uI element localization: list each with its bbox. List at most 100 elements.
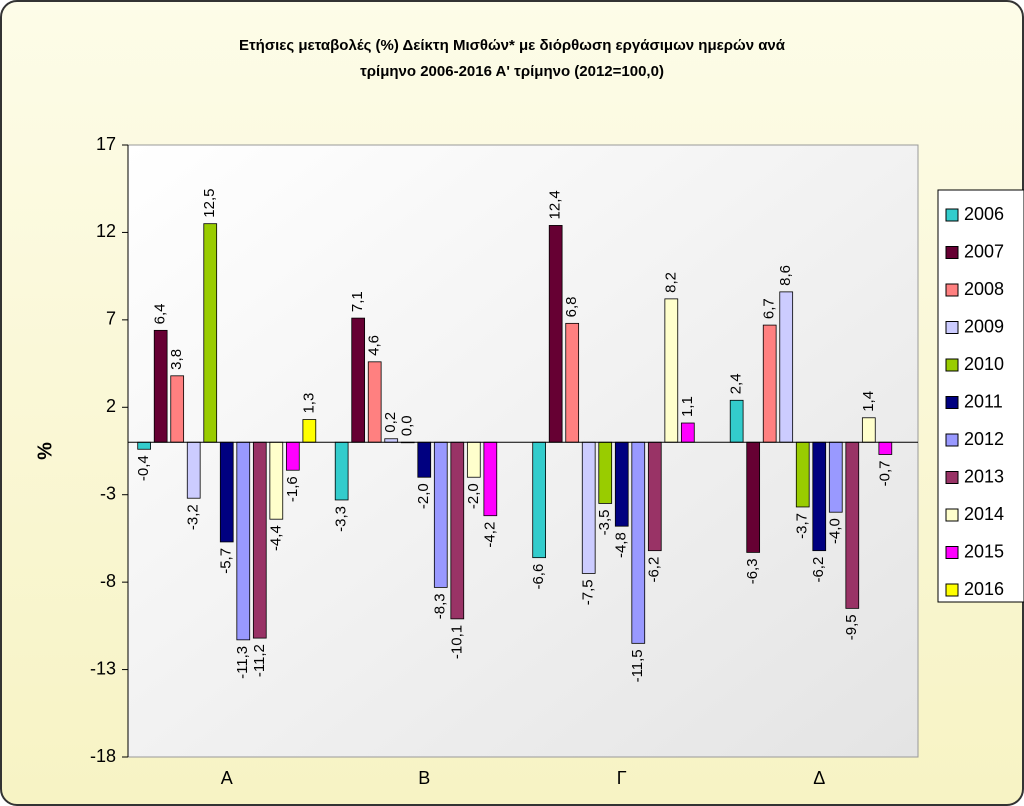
chart-title: τρίμηνο 2006-2016 Α' τρίμηνο (2012=100,0… [360, 63, 664, 80]
value-label: -2,0 [465, 483, 482, 509]
value-label: -4,0 [827, 518, 844, 544]
bar [137, 441, 152, 450]
bar [828, 441, 843, 513]
bar [351, 317, 366, 443]
y-axis-label: % [34, 442, 56, 460]
bar [302, 419, 317, 443]
y-tick-label: 2 [106, 396, 116, 416]
value-label: 1,4 [860, 391, 877, 412]
legend-swatch [945, 246, 959, 259]
value-label: 0,0 [399, 415, 416, 436]
bar [252, 441, 267, 639]
legend-swatch [945, 471, 959, 484]
bar [532, 441, 547, 559]
bar [466, 441, 481, 478]
x-tick-label: Β [418, 768, 430, 788]
value-label: 12,5 [201, 188, 218, 217]
value-label: -3,7 [794, 513, 811, 539]
value-label: -3,2 [185, 504, 202, 530]
bar [153, 329, 168, 443]
value-label: -6,6 [530, 564, 547, 590]
value-label: 6,4 [152, 303, 169, 324]
value-label: 2,4 [728, 373, 745, 394]
legend-label: 2007 [964, 241, 1004, 261]
bar [861, 417, 876, 443]
legend-label: 2011 [964, 391, 1003, 411]
bar [203, 223, 218, 443]
y-tick-label: -18 [90, 746, 116, 766]
value-label: 1,3 [300, 393, 317, 414]
bar [878, 441, 893, 455]
bar [483, 441, 498, 517]
value-label: -5,7 [218, 548, 235, 574]
value-label: -11,3 [234, 646, 251, 679]
value-label: -7,5 [580, 579, 597, 605]
y-tick-label: -3 [100, 483, 116, 503]
bar [236, 441, 251, 641]
bar [367, 361, 382, 443]
value-label: -4,4 [267, 525, 284, 551]
bar [762, 324, 777, 443]
value-label: 7,1 [349, 291, 366, 312]
value-label: 6,8 [563, 296, 580, 317]
value-label: -11,5 [629, 649, 646, 682]
value-label: -11,2 [251, 644, 268, 677]
value-label: -2,0 [415, 483, 432, 509]
bar [433, 441, 448, 588]
y-tick-label: -13 [90, 658, 116, 678]
bar [680, 422, 695, 443]
legend-label: 2010 [964, 354, 1004, 374]
legend-swatch [945, 546, 959, 559]
bar [548, 225, 563, 443]
legend-swatch [945, 433, 959, 447]
x-tick-label: Α [221, 768, 233, 788]
value-label: -1,6 [284, 476, 301, 502]
value-label: -6,3 [744, 558, 761, 584]
value-label: 12,4 [547, 190, 564, 219]
bar [598, 441, 613, 504]
bar [417, 441, 432, 478]
legend-swatch [945, 208, 959, 222]
bar [614, 441, 629, 527]
bar [219, 441, 234, 543]
bar [565, 322, 580, 443]
legend-swatch [945, 396, 959, 409]
value-label: 0,2 [382, 412, 399, 433]
legend-label: 2008 [964, 279, 1004, 299]
value-label: -10,1 [448, 625, 465, 659]
bar [845, 441, 860, 609]
bar [334, 441, 349, 501]
legend-label: 2009 [964, 316, 1004, 336]
value-label: 4,6 [366, 335, 383, 356]
legend-swatch [945, 583, 959, 597]
y-tick-label: 17 [96, 134, 116, 154]
bar [746, 441, 761, 553]
bar [186, 441, 201, 499]
legend-swatch [945, 321, 959, 334]
chart-title: Ετήσιες μεταβολές (%) Δείκτη Μισθών* με … [239, 37, 786, 54]
legend-swatch [945, 283, 959, 297]
legend-label: 2015 [964, 541, 1004, 561]
bar [795, 441, 810, 508]
legend-swatch [945, 358, 959, 372]
legend-swatch [945, 508, 959, 522]
legend-label: 2012 [964, 429, 1004, 449]
bar [269, 441, 284, 520]
value-label: -8,3 [432, 593, 449, 619]
bar [384, 438, 399, 443]
x-tick-label: Γ [617, 768, 627, 788]
bar [664, 298, 679, 443]
legend-label: 2006 [964, 204, 1004, 224]
legend-label: 2013 [964, 466, 1004, 486]
y-tick-label: 12 [96, 221, 116, 241]
y-tick-label: -8 [100, 571, 116, 591]
value-label: -3,5 [596, 509, 613, 535]
value-label: -6,2 [646, 557, 663, 583]
bar [779, 291, 794, 443]
bar [170, 375, 185, 443]
value-label: -0,7 [876, 460, 893, 486]
value-label: -4,2 [481, 522, 498, 548]
value-label: -4,8 [613, 532, 630, 558]
value-label: 6,7 [761, 298, 778, 319]
